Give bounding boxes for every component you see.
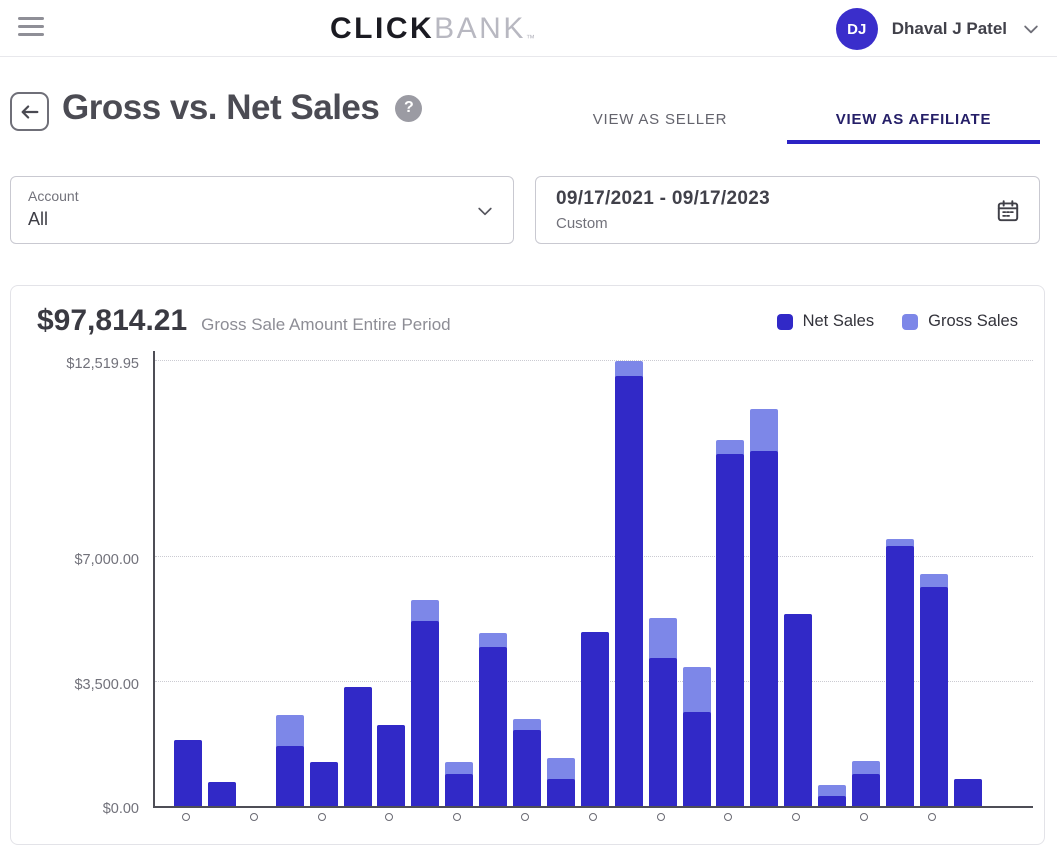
bar-net-sales [445, 774, 474, 806]
bar-net-sales [648, 658, 677, 806]
bar-net-sales [513, 729, 541, 806]
gross-total-caption: Gross Sale Amount Entire Period [201, 315, 451, 334]
account-select-label: Account [28, 188, 79, 204]
bar-net-sales [207, 782, 236, 806]
x-axis-label-stub [521, 813, 529, 821]
bar-net-sales [750, 451, 779, 806]
avatar[interactable]: DJ [835, 8, 878, 50]
logo-bank-text: BANK [434, 12, 526, 45]
bar-net-sales [614, 376, 643, 806]
chart-legend: Net Sales Gross Sales [776, 312, 1018, 331]
date-range-picker[interactable]: 09/17/2021 - 09/17/2023 Custom [535, 176, 1040, 244]
bar-net-sales [682, 712, 711, 806]
bar-net-sales [546, 778, 575, 806]
bar-net-sales [852, 774, 880, 806]
x-axis-label-stub [385, 813, 394, 821]
chart-card: $97,814.21 Gross Sale Amount Entire Peri… [10, 285, 1045, 845]
help-icon[interactable]: ? [395, 94, 423, 122]
x-axis-label-stub [588, 813, 597, 821]
date-range-mode: Custom [556, 215, 608, 232]
chevron-down-icon [478, 207, 492, 216]
bar-net-sales [716, 454, 745, 806]
logo-trademark: ™ [525, 33, 535, 43]
x-axis-label-stub [724, 813, 733, 821]
x-axis-label-stub [249, 813, 258, 821]
y-axis-labels: $12,519.95 $7,000.00 $3,500.00 $0.00 [11, 351, 143, 817]
bar-net-sales [174, 740, 202, 806]
y-tick-label: $0.00 [102, 801, 139, 817]
logo-click-text: CLICK [330, 12, 435, 45]
date-range-value: 09/17/2021 - 09/17/2023 [556, 188, 770, 209]
x-axis-label-stub [656, 813, 665, 821]
clickbank-logo[interactable]: CLICK BANK ™ [330, 9, 535, 49]
x-axis-label-stub [927, 813, 936, 821]
bar-net-sales [309, 762, 338, 806]
x-axis-label-stub [317, 813, 326, 821]
y-tick-label: $3,500.00 [74, 676, 139, 693]
hamburger-menu-icon[interactable] [18, 17, 46, 39]
bar-net-sales [479, 647, 508, 806]
account-select[interactable]: Account All [10, 176, 514, 244]
legend-item-gross-sales: Gross Sales [902, 312, 1018, 331]
gridline [155, 556, 1033, 558]
x-axis-label-stub [182, 813, 190, 821]
chevron-down-icon [1024, 25, 1038, 34]
x-axis-label-stub [453, 813, 462, 821]
topbar: CLICK BANK ™ DJ Dhaval J Patel [0, 0, 1057, 57]
user-menu[interactable]: DJ Dhaval J Patel [835, 7, 1041, 51]
back-arrow-icon [21, 104, 38, 119]
bar-net-sales [953, 778, 982, 806]
bar-net-sales [580, 632, 609, 806]
page-header: Gross vs. Net Sales ? [62, 88, 423, 128]
legend-item-net-sales: Net Sales [776, 312, 875, 331]
account-select-value: All [28, 209, 49, 229]
user-name: Dhaval J Patel [891, 19, 1007, 38]
chart-summary: $97,814.21 Gross Sale Amount Entire Peri… [37, 304, 451, 338]
chart-plot [153, 351, 1033, 808]
bar-net-sales [343, 686, 372, 806]
legend-label: Net Sales [802, 312, 875, 330]
x-axis-label-stub [792, 813, 801, 821]
page-title: Gross vs. Net Sales [62, 88, 380, 127]
bar-net-sales [885, 546, 914, 806]
gridline [155, 359, 1033, 361]
tab-view-as-seller[interactable]: VIEW AS SELLER [592, 111, 728, 128]
y-tick-label: $7,000.00 [74, 552, 139, 569]
y-tick-label: $12,519.95 [66, 355, 139, 372]
back-button[interactable] [10, 92, 49, 131]
bar-net-sales [377, 725, 406, 806]
legend-swatch [776, 313, 793, 330]
bar-net-sales [784, 614, 813, 806]
tab-view-as-affiliate[interactable]: VIEW AS AFFILIATE [787, 100, 1040, 144]
legend-swatch [902, 313, 919, 330]
bar-net-sales [818, 796, 847, 806]
bar-net-sales [411, 621, 440, 806]
x-axis-label-stub [860, 813, 868, 821]
bar-net-sales [275, 745, 304, 806]
legend-label: Gross Sales [928, 312, 1018, 330]
bar-net-sales [919, 587, 948, 806]
calendar-icon [997, 200, 1019, 222]
gross-total-amount: $97,814.21 [37, 304, 188, 337]
